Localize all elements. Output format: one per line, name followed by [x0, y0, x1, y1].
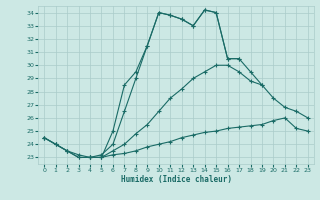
X-axis label: Humidex (Indice chaleur): Humidex (Indice chaleur)	[121, 175, 231, 184]
